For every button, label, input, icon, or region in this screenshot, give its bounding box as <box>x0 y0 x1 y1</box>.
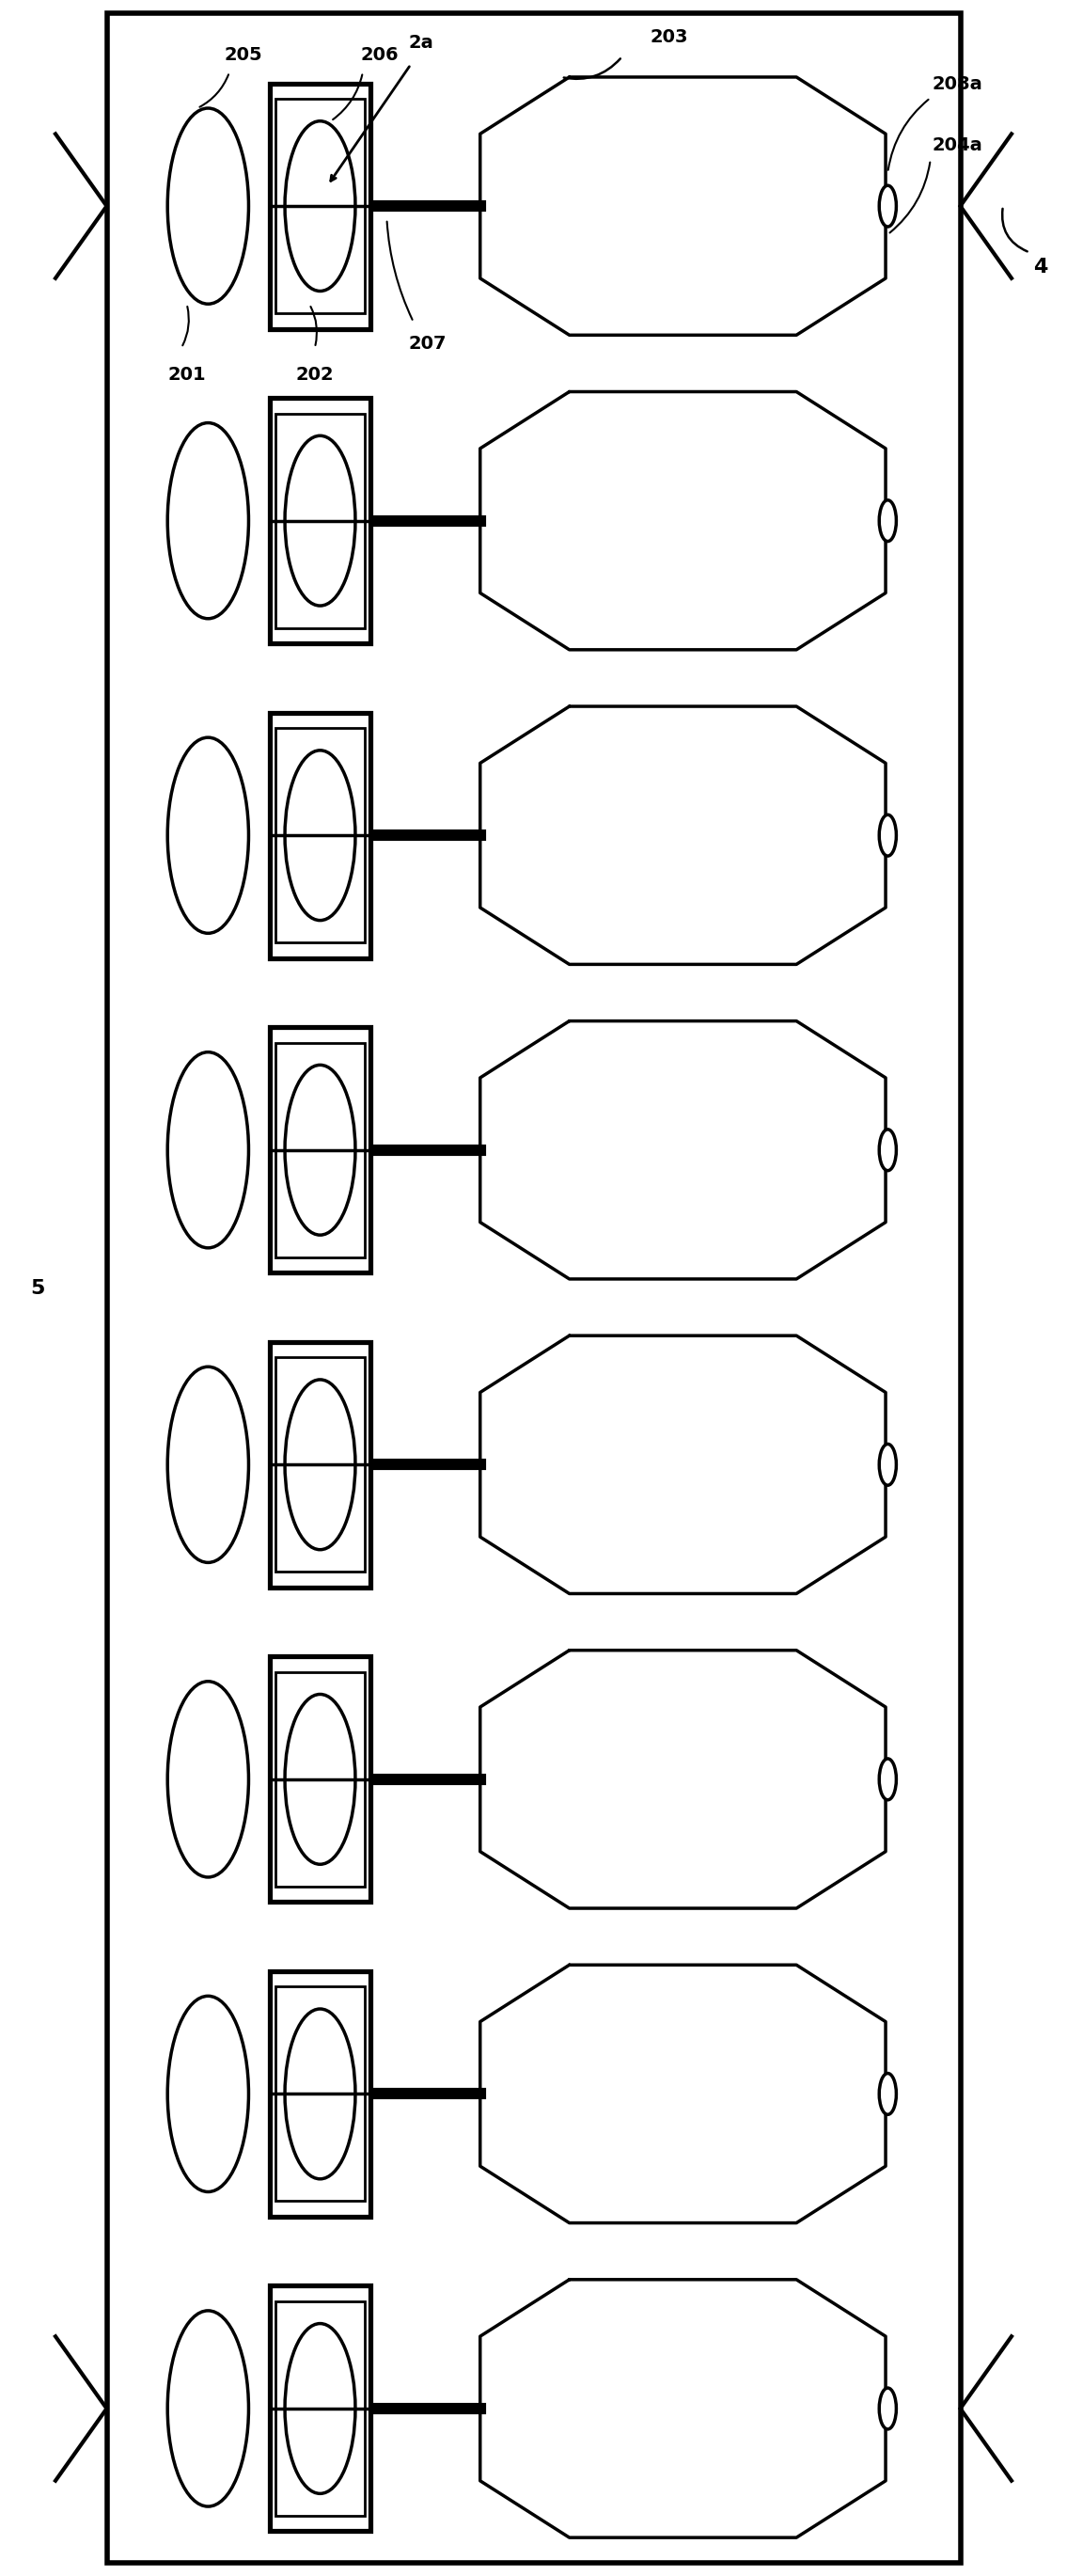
Bar <box>276 2300 365 2517</box>
Circle shape <box>879 2074 896 2115</box>
Bar <box>107 13 960 2563</box>
Ellipse shape <box>168 737 249 933</box>
Text: 4: 4 <box>1033 258 1048 276</box>
Circle shape <box>879 1445 896 1486</box>
Text: 201: 201 <box>168 366 206 384</box>
Ellipse shape <box>168 108 249 304</box>
Text: 202: 202 <box>296 366 334 384</box>
Ellipse shape <box>285 1381 355 1551</box>
Circle shape <box>879 814 896 855</box>
Bar <box>269 82 371 330</box>
Bar <box>276 1672 365 1886</box>
Ellipse shape <box>285 1064 355 1234</box>
Text: 203: 203 <box>651 28 688 46</box>
Text: 204a: 204a <box>933 137 983 155</box>
Circle shape <box>879 500 896 541</box>
Text: 5: 5 <box>30 1278 45 1298</box>
Bar <box>269 714 371 958</box>
Circle shape <box>879 185 896 227</box>
Circle shape <box>879 1128 896 1170</box>
Bar <box>276 1986 365 2200</box>
Text: 2a: 2a <box>409 33 434 52</box>
Ellipse shape <box>285 2009 355 2179</box>
Ellipse shape <box>168 1996 249 2192</box>
Bar <box>276 1043 365 1257</box>
Bar <box>276 415 365 629</box>
Ellipse shape <box>285 750 355 920</box>
Ellipse shape <box>285 121 355 291</box>
Bar <box>276 729 365 943</box>
Ellipse shape <box>285 435 355 605</box>
Text: 206: 206 <box>361 46 399 64</box>
Bar <box>269 1656 371 1901</box>
Text: 207: 207 <box>408 335 446 353</box>
Bar <box>269 1028 371 1273</box>
Ellipse shape <box>168 1682 249 1878</box>
Ellipse shape <box>168 1368 249 1564</box>
Text: 205: 205 <box>224 46 262 64</box>
Bar <box>276 1358 365 1571</box>
Circle shape <box>879 2388 896 2429</box>
Bar <box>276 98 365 314</box>
Bar <box>269 399 371 644</box>
Circle shape <box>879 1759 896 1801</box>
Text: 208a: 208a <box>933 75 983 93</box>
Bar <box>269 1971 371 2215</box>
Ellipse shape <box>168 1051 249 1247</box>
Ellipse shape <box>168 2311 249 2506</box>
Ellipse shape <box>285 1695 355 1865</box>
Ellipse shape <box>285 2324 355 2494</box>
Bar <box>269 2285 371 2532</box>
Bar <box>269 1342 371 1587</box>
Ellipse shape <box>168 422 249 618</box>
